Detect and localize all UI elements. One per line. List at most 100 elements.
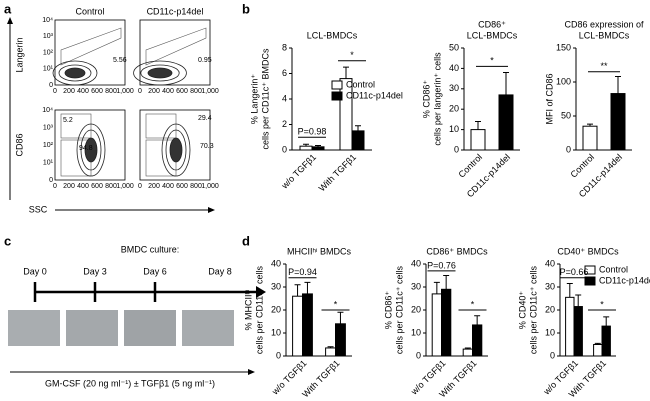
bar: [431, 293, 443, 357]
legend-key: [584, 276, 596, 286]
error-bar: [594, 342, 601, 345]
panel-letter: a: [4, 1, 12, 16]
chart-title: LCL-BMDCs: [467, 30, 518, 40]
flow-x-tick: 0: [53, 183, 57, 190]
flow-x-tick: 400: [77, 183, 89, 190]
y-tick-label: 50: [449, 42, 459, 52]
panel-letter: d: [242, 233, 250, 248]
y-tick-label: 20: [449, 104, 459, 114]
flow-y-tick: 0: [49, 177, 53, 184]
bar: [292, 295, 304, 357]
x-tick-label: w/o TGFβ1: [279, 152, 318, 191]
arrow-head: [248, 369, 255, 375]
legend-label: Control: [346, 79, 375, 89]
legend-label: CD11c-p14del: [346, 90, 403, 100]
y-tick-label: 2: [282, 119, 287, 129]
contour: [80, 129, 102, 171]
chart-title: CD40⁺ BMDCs: [557, 246, 619, 256]
arrow-head: [256, 286, 266, 298]
flow-y-tick: 10³: [43, 124, 54, 131]
y-tick-label: 30: [449, 83, 459, 93]
y-tick-label: 10: [545, 327, 555, 337]
y-tick-label: 10: [411, 327, 421, 337]
contour: [84, 137, 98, 163]
gate-value: 70.3: [200, 143, 214, 150]
annotation: P=0.66: [560, 267, 589, 277]
gate-value: 29.4: [198, 115, 212, 122]
column-label: Control: [75, 6, 104, 16]
annotation: *: [600, 299, 604, 309]
y-tick-label: 6: [282, 68, 287, 78]
flow-plot: [139, 19, 211, 86]
contour: [161, 123, 191, 177]
y-axis-label: cells per CD11c⁺ cells: [394, 265, 404, 354]
error-bar: [327, 346, 334, 348]
micrograph: [182, 310, 234, 346]
error-bar: [337, 311, 344, 324]
y-axis-label: % MHCIIʰⁱ: [243, 289, 253, 330]
contour: [76, 123, 106, 177]
bar: [593, 344, 603, 357]
flow-x-tick: 800: [190, 88, 202, 95]
flow-x-tick: 600: [176, 183, 188, 190]
day-label: Day 0: [23, 266, 47, 276]
day-label: Day 6: [143, 266, 167, 276]
y-tick-label: 40: [411, 258, 421, 268]
flow-x-tick: 1,000: [201, 88, 219, 95]
y-axis-label: cells per CD11c⁺ BMDCs: [260, 48, 270, 150]
legend-label: CD11c-p14del: [599, 275, 650, 285]
gate-value: 5.2: [63, 117, 73, 124]
flow-plot: [54, 19, 126, 86]
annotation: *: [334, 299, 338, 309]
flow-y-tick: 10²: [43, 142, 54, 149]
contour: [52, 60, 98, 86]
error-bar: [464, 347, 471, 350]
error-bar: [566, 283, 573, 298]
annotation: **: [600, 61, 608, 71]
legend-label: Control: [599, 264, 628, 274]
y-axis-label: % CD86⁺: [421, 80, 431, 119]
timeline-title: BMDC culture:: [121, 244, 180, 254]
y-tick-label: 0: [276, 350, 281, 360]
x-tick-label: Control: [569, 152, 597, 180]
error-bar: [587, 123, 593, 127]
error-bar: [443, 275, 450, 290]
bar: [582, 125, 598, 151]
annotation: *: [490, 56, 494, 66]
day-label: Day 8: [208, 266, 232, 276]
y-tick-label: 0: [550, 350, 555, 360]
legend-key: [331, 91, 343, 101]
contour: [58, 64, 92, 82]
y-axis-label: % Langerin⁺: [249, 74, 259, 125]
flow-x-tick: 0: [138, 183, 142, 190]
flow-x-tick: 400: [162, 88, 174, 95]
annotation: P=0.76: [427, 260, 456, 270]
error-bar: [475, 120, 481, 130]
chart-title: CD86⁺: [478, 19, 506, 29]
flow-x-tick: 200: [63, 183, 75, 190]
chart-title: LCL-BMDCs: [579, 30, 630, 40]
error-bar: [303, 143, 309, 147]
flow-x-tick: 600: [176, 88, 188, 95]
gate: [145, 27, 207, 66]
gate-value: 5.56: [113, 57, 127, 64]
flow-y-tick: 10⁴: [42, 17, 53, 24]
gate: [145, 113, 177, 139]
gate: [60, 27, 122, 66]
contour: [64, 67, 86, 79]
chart-title: CD86⁺ BMDCs: [426, 246, 488, 256]
error-bar: [304, 281, 311, 294]
chart-title: LCL-BMDCs: [307, 30, 358, 40]
panel-letter: c: [4, 233, 11, 248]
contour: [133, 60, 187, 86]
x-tick-label: With TGFβ1: [317, 152, 358, 193]
y-tick-label: 4: [282, 93, 287, 103]
contour: [147, 67, 173, 79]
error-bar: [294, 284, 301, 297]
flow-x-tick: 200: [148, 88, 160, 95]
bar: [470, 129, 486, 151]
bar: [311, 146, 325, 151]
bar: [351, 130, 365, 151]
bar: [472, 324, 483, 357]
bar: [462, 348, 474, 357]
